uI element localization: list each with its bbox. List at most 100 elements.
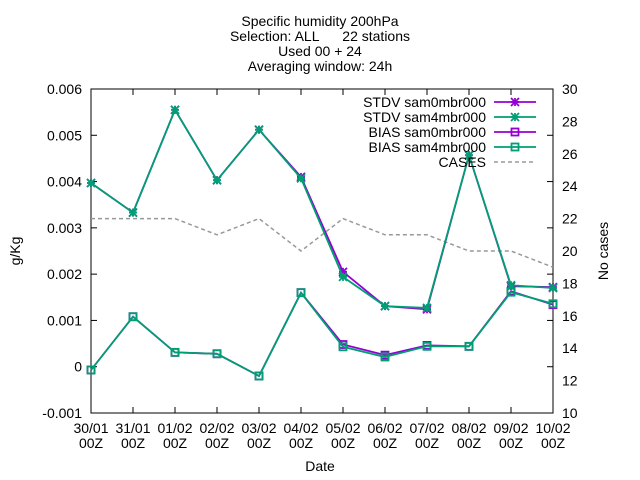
title-line: Used 00 + 24 xyxy=(278,43,362,59)
title-line: Specific humidity 200hPa xyxy=(241,13,398,29)
data-point xyxy=(338,272,348,282)
data-point xyxy=(212,349,222,359)
data-point xyxy=(170,105,180,115)
x-tick-label: 00Z xyxy=(289,435,314,451)
data-point xyxy=(510,142,520,152)
y2-tick-label: 26 xyxy=(562,146,578,162)
data-point xyxy=(464,341,474,351)
series-cases xyxy=(91,217,554,268)
data-point xyxy=(506,287,516,297)
y-tick-label: 0.002 xyxy=(47,266,82,282)
x-tick-label: 04/02 xyxy=(283,420,318,436)
x-tick-label: 01/02 xyxy=(157,420,192,436)
legend-label: BIAS sam4mbr000 xyxy=(369,139,487,155)
data-point xyxy=(510,97,520,107)
data-point xyxy=(86,178,96,188)
marker-stroke xyxy=(170,105,180,115)
x-tick-label: 07/02 xyxy=(409,420,444,436)
marker-stroke xyxy=(422,303,432,313)
x-tick-label: 00Z xyxy=(121,435,146,451)
x-tick-label: 00Z xyxy=(247,435,272,451)
x-tick-label: 00Z xyxy=(541,435,566,451)
marker-stroke xyxy=(380,301,390,311)
marker-stroke xyxy=(510,112,520,122)
x-tick-label: 00Z xyxy=(457,435,482,451)
series-line xyxy=(91,217,554,268)
data-point xyxy=(296,288,306,298)
series-line xyxy=(90,291,554,378)
legend-label: STDV sam0mbr000 xyxy=(363,94,486,110)
y-tick-label: -0.001 xyxy=(42,405,82,421)
series-bias-sam4mbr000 xyxy=(86,287,558,381)
y-tick-label: 0.003 xyxy=(47,220,82,236)
data-point xyxy=(380,301,390,311)
x-tick-label: 10/02 xyxy=(535,420,570,436)
legend-label: BIAS sam0mbr000 xyxy=(369,124,487,140)
plot-border xyxy=(90,88,554,414)
y2-tick-label: 10 xyxy=(562,405,578,421)
data-point xyxy=(380,352,390,362)
y-tick-label: 0.006 xyxy=(47,81,82,97)
data-point xyxy=(212,175,222,185)
data-point xyxy=(254,371,264,381)
data-point xyxy=(510,127,520,137)
x-tick-label: 00Z xyxy=(163,435,188,451)
marker-stroke xyxy=(86,178,96,188)
data-point xyxy=(464,150,474,160)
data-point xyxy=(548,283,558,293)
x-tick-label: 00Z xyxy=(331,435,356,451)
title-line: Averaging window: 24h xyxy=(248,58,393,74)
x-tick-label: 31/01 xyxy=(115,420,150,436)
data-point xyxy=(254,125,264,135)
y-tick-label: 0 xyxy=(74,359,82,375)
marker-stroke xyxy=(464,150,474,160)
marker-stroke xyxy=(296,173,306,183)
data-point xyxy=(170,347,180,357)
data-point xyxy=(128,312,138,322)
y2-tick-label: 12 xyxy=(562,373,578,389)
y2-tick-label: 30 xyxy=(562,81,578,97)
data-point xyxy=(548,299,558,309)
x-tick-label: 09/02 xyxy=(493,420,528,436)
y2-tick-label: 14 xyxy=(562,340,578,356)
x-tick-label: 00Z xyxy=(373,435,398,451)
data-point xyxy=(338,342,348,352)
marker-stroke xyxy=(338,272,348,282)
series-layer xyxy=(86,105,558,381)
series-stdv-sam4mbr000 xyxy=(86,105,558,313)
marker-stroke xyxy=(212,175,222,185)
y-axis: -0.001 0 0.001 0.002 0.003 0.004 0.005 0.006 xyxy=(42,81,553,421)
x-tick-label: 08/02 xyxy=(451,420,486,436)
plot-area xyxy=(90,88,554,414)
y2-tick-label: 22 xyxy=(562,211,578,227)
legend-label: CASES xyxy=(439,154,486,170)
marker-stroke xyxy=(254,125,264,135)
marker-stroke xyxy=(548,283,558,293)
x-tick-label: 00Z xyxy=(415,435,440,451)
x-tick-label: 03/02 xyxy=(241,420,276,436)
x-tick-label: 00Z xyxy=(205,435,230,451)
chart-title: Specific humidity 200hPa Selection: ALL … xyxy=(230,13,410,74)
y-tick-label: 0.004 xyxy=(47,174,82,190)
series-line xyxy=(90,107,554,309)
data-point xyxy=(510,112,520,122)
x-tick-label: 05/02 xyxy=(325,420,360,436)
y2-tick-label: 24 xyxy=(562,178,578,194)
x-tick-label: 00Z xyxy=(499,435,524,451)
y2-axis: 10 12 14 16 18 20 22 24 26 28 30 xyxy=(562,81,578,421)
marker-stroke xyxy=(510,97,520,107)
data-point xyxy=(422,341,432,351)
y-axis-label: g/Kg xyxy=(7,237,23,266)
data-point xyxy=(128,207,138,218)
data-point xyxy=(86,365,96,375)
marker-stroke xyxy=(128,207,138,218)
y2-tick-label: 18 xyxy=(562,275,578,291)
data-point xyxy=(296,173,306,183)
title-line: Selection: ALL 22 stations xyxy=(230,28,410,44)
y2-tick-label: 28 xyxy=(562,113,578,129)
x-axis: 30/0100Z31/0100Z01/0200Z02/0200Z03/0200Z… xyxy=(73,89,571,451)
y-tick-label: 0.001 xyxy=(47,312,82,328)
